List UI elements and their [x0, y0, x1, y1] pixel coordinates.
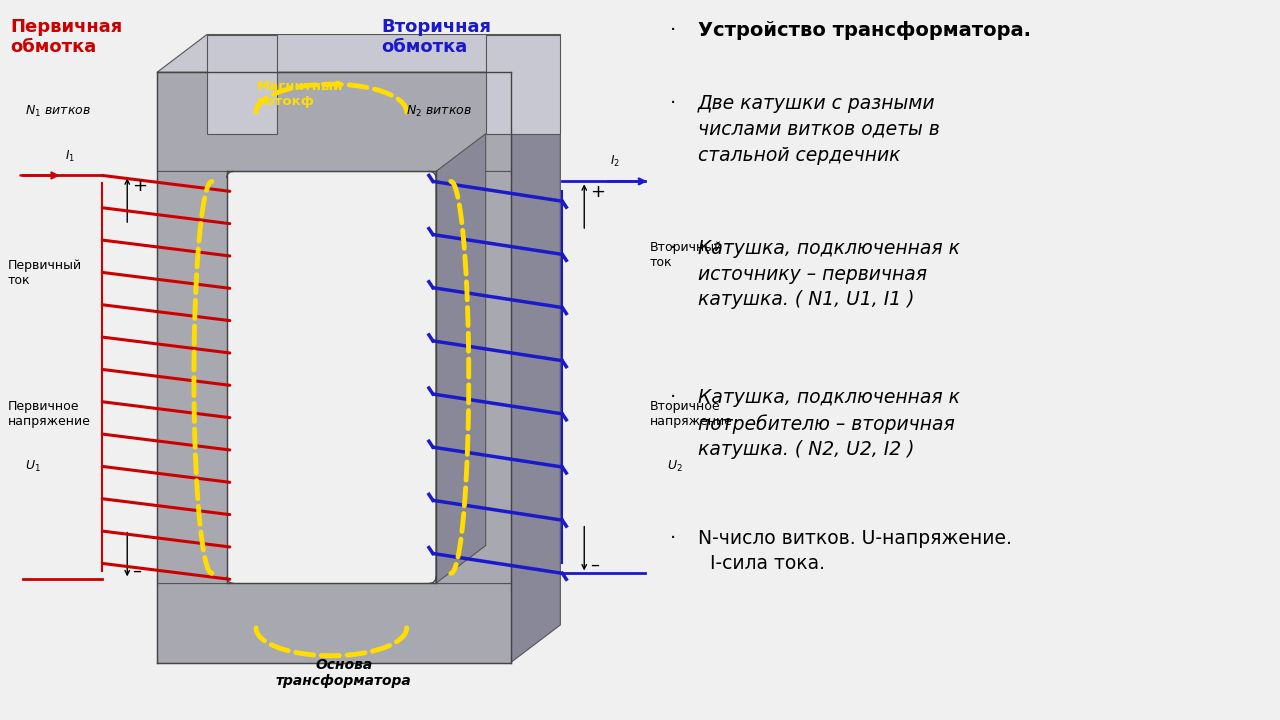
Polygon shape — [436, 171, 511, 583]
Polygon shape — [157, 583, 511, 662]
Text: N-число витков. U-напряжение.
  I-сила тока.: N-число витков. U-напряжение. I-сила ток… — [698, 528, 1011, 573]
Text: Первичная
обмотка: Первичная обмотка — [10, 18, 123, 56]
Text: Первичное
напряжение: Первичное напряжение — [8, 400, 91, 428]
Text: $I_2$: $I_2$ — [611, 154, 620, 169]
Text: Катушка, подключенная к
потребителю – вторичная
катушка. ( N2, U2, I2 ): Катушка, подключенная к потребителю – вт… — [698, 388, 960, 459]
Polygon shape — [157, 72, 511, 171]
Text: Две катушки с разными
числами витков одеты в
стальной сердечник: Две катушки с разными числами витков оде… — [698, 94, 940, 165]
Text: Магнитный
потокф: Магнитный потокф — [257, 80, 343, 108]
Text: $N_2$ витков: $N_2$ витков — [406, 104, 472, 119]
Text: $U_1$: $U_1$ — [24, 459, 41, 474]
Text: –: – — [590, 555, 599, 573]
Polygon shape — [511, 35, 561, 662]
Text: ·: · — [669, 94, 676, 113]
Text: ·: · — [669, 21, 676, 40]
Polygon shape — [436, 134, 485, 583]
Text: Основа
трансформатора: Основа трансформатора — [276, 657, 412, 688]
Polygon shape — [157, 171, 227, 583]
Text: ·: · — [669, 528, 676, 548]
Polygon shape — [485, 35, 561, 134]
Text: Катушка, подключенная к
источнику – первичная
катушка. ( N1, U1, I1 ): Катушка, подключенная к источнику – перв… — [698, 239, 960, 310]
Text: Вторичный
ток: Вторичный ток — [650, 241, 723, 269]
Polygon shape — [227, 134, 485, 171]
Text: $I_1$: $I_1$ — [64, 148, 74, 163]
Text: Вторичное
напряжение: Вторичное напряжение — [650, 400, 733, 428]
Text: –: – — [132, 562, 141, 580]
Text: +: + — [132, 177, 147, 195]
Text: Первичный
ток: Первичный ток — [8, 258, 82, 287]
Text: ·: · — [669, 239, 676, 258]
Text: $U_2$: $U_2$ — [667, 459, 682, 474]
Text: Вторичная
обмотка: Вторичная обмотка — [381, 18, 492, 56]
Text: Устройство трансформатора.: Устройство трансформатора. — [698, 21, 1030, 40]
Text: $N_1$ витков: $N_1$ витков — [24, 104, 91, 119]
Text: ·: · — [669, 388, 676, 407]
Polygon shape — [157, 35, 561, 72]
Text: +: + — [590, 184, 605, 202]
Polygon shape — [207, 35, 276, 134]
